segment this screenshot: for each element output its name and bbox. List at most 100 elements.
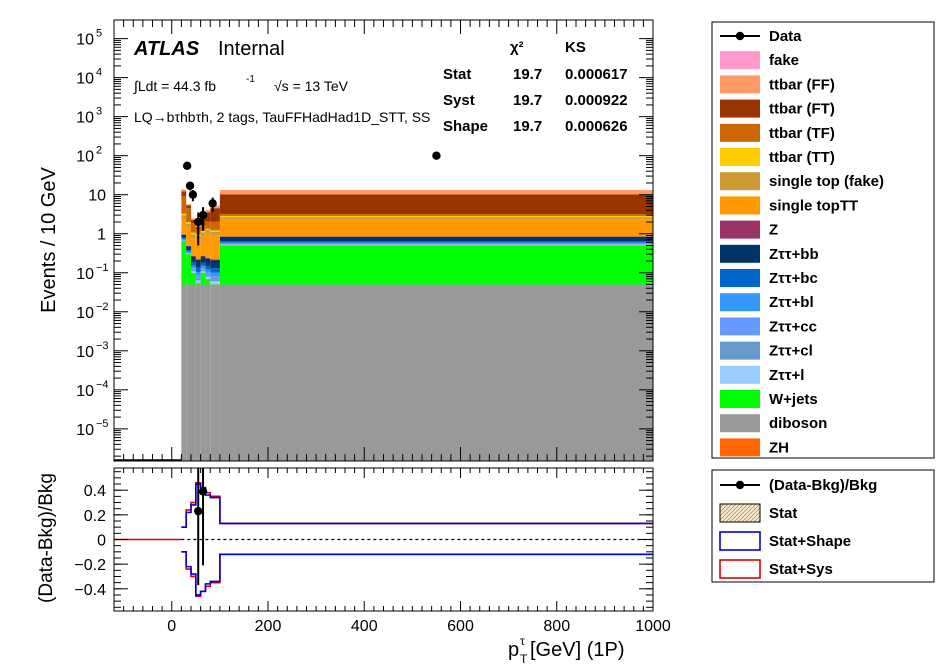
y-tick-label-exp: −3 — [96, 340, 109, 352]
stack-bar — [200, 271, 206, 273]
y-tick-label: 10 — [76, 383, 94, 400]
ratio-points — [194, 468, 208, 586]
legend-label: ttbar (TT) — [769, 149, 835, 166]
stat-sys-down-band — [181, 551, 653, 598]
stack-bar — [205, 233, 211, 258]
stats-row-ks: 0.000922 — [565, 92, 628, 109]
stack-bar — [191, 238, 196, 256]
stack-bar — [181, 284, 187, 461]
x-tick-label: 400 — [351, 618, 378, 635]
y-tick-label: 10 — [76, 266, 94, 283]
stack-histogram — [181, 189, 653, 461]
stack-bar — [210, 230, 220, 232]
legend-swatch — [720, 148, 760, 166]
lumi-text: ∫Ldt = 44.3 fb — [133, 78, 216, 94]
stack-bar — [210, 284, 220, 461]
stack-bar — [210, 272, 220, 277]
stack-bar — [191, 234, 196, 239]
stack-bar — [219, 244, 653, 246]
stats-table: χ² KS Stat 19.7 0.000617 Syst 19.7 0.000… — [443, 39, 628, 135]
y-tick-label-exp: −4 — [96, 379, 109, 391]
legend-label: ttbar (FF) — [769, 76, 835, 93]
data-points — [182, 151, 441, 246]
stack-bar — [210, 260, 220, 269]
stack-bar — [200, 268, 206, 270]
legend-swatch — [720, 123, 760, 142]
stack-bar — [191, 218, 196, 220]
stack-bar — [181, 238, 187, 240]
legend-swatch — [720, 220, 760, 239]
legend-label: fake — [769, 52, 799, 69]
stack-bar — [219, 242, 653, 244]
stack-bar — [181, 215, 187, 219]
y-tick-label: 10 — [76, 32, 94, 49]
legend-swatch — [720, 172, 760, 191]
stack-bar — [219, 190, 653, 195]
x-tick-label: 200 — [255, 618, 282, 635]
stack-bar — [181, 218, 187, 235]
lumi-exp: -1 — [246, 74, 255, 85]
legend-swatch — [720, 293, 760, 312]
stats-row-ks: 0.000626 — [565, 118, 628, 135]
stack-bar — [186, 222, 191, 224]
legend-label: single topTT — [769, 197, 858, 214]
x-label-rest: [GeV] (1P) — [530, 639, 624, 661]
legend-swatch — [720, 244, 760, 263]
legend-label: Z — [769, 222, 778, 239]
legend-label: Zττ+bb — [769, 246, 819, 263]
y-tick-label: 10 — [76, 305, 94, 322]
stack-bar — [181, 241, 187, 285]
legend-label: W+jets — [769, 391, 818, 408]
ratio-y-tick-label: 0.4 — [84, 483, 106, 500]
region-text: LQ→bτhbτh, 2 tags, TauFFHadHad1D_STT, SS — [134, 109, 430, 125]
stack-bar — [205, 230, 211, 234]
stack-bar — [186, 226, 191, 246]
ratio-legend-hatch — [719, 503, 761, 523]
stack-bar — [219, 236, 653, 242]
stack-bar — [191, 223, 196, 233]
stack-bar — [205, 284, 211, 461]
ratio-legend-label: Stat+Shape — [769, 533, 851, 550]
legend-label: ttbar (TF) — [769, 125, 835, 142]
stack-bar — [205, 269, 211, 273]
ratio-axes: 0.4 0.2 0 −0.2 −0.4 0 200 400 600 800 1000 — [74, 468, 671, 635]
stack-bar — [219, 217, 653, 220]
legend-label: ttbar (FT) — [769, 101, 835, 118]
stack-bar — [195, 267, 201, 273]
stack-bar — [181, 189, 187, 192]
y-tick-label-exp: 4 — [96, 67, 102, 79]
legend-label: Zττ+cl — [769, 343, 813, 360]
stack-bar — [210, 276, 220, 279]
stack-bar — [191, 219, 196, 224]
x-tick-label: 0 — [167, 618, 176, 635]
stack-bar — [200, 256, 206, 263]
stack-bar — [200, 284, 206, 461]
stack-bar — [219, 219, 653, 237]
ratio-y-tick-label: 0.2 — [84, 508, 106, 525]
stack-bar — [191, 272, 196, 285]
stack-bar — [219, 245, 653, 285]
stack-bar — [191, 284, 196, 461]
ratio-point — [198, 487, 208, 496]
legend-swatch — [720, 414, 760, 433]
stack-bar — [181, 237, 187, 239]
stack-bar — [186, 284, 191, 461]
stack-bar — [195, 284, 201, 461]
stack-bar — [191, 265, 196, 269]
y-tick-label-exp: −1 — [96, 262, 109, 274]
stack-bar — [191, 232, 196, 235]
stack-bar — [210, 235, 220, 260]
x-axis-label: p τ T [GeV] (1P) — [508, 634, 624, 666]
legend-frame — [711, 21, 935, 459]
stack-bar — [205, 228, 211, 231]
stats-row-ks: 0.000617 — [565, 66, 628, 83]
stack-bar — [186, 246, 191, 251]
ratio-legend: (Data-Bkg)/Bkg Stat Stat+Shape Stat+Sys — [711, 469, 935, 583]
stack-bar — [200, 265, 206, 269]
y-tick-label-exp: −2 — [96, 301, 109, 313]
stack-bar — [205, 258, 211, 266]
legend-label: Zττ+bl — [769, 294, 814, 311]
stack-bar — [191, 256, 196, 263]
